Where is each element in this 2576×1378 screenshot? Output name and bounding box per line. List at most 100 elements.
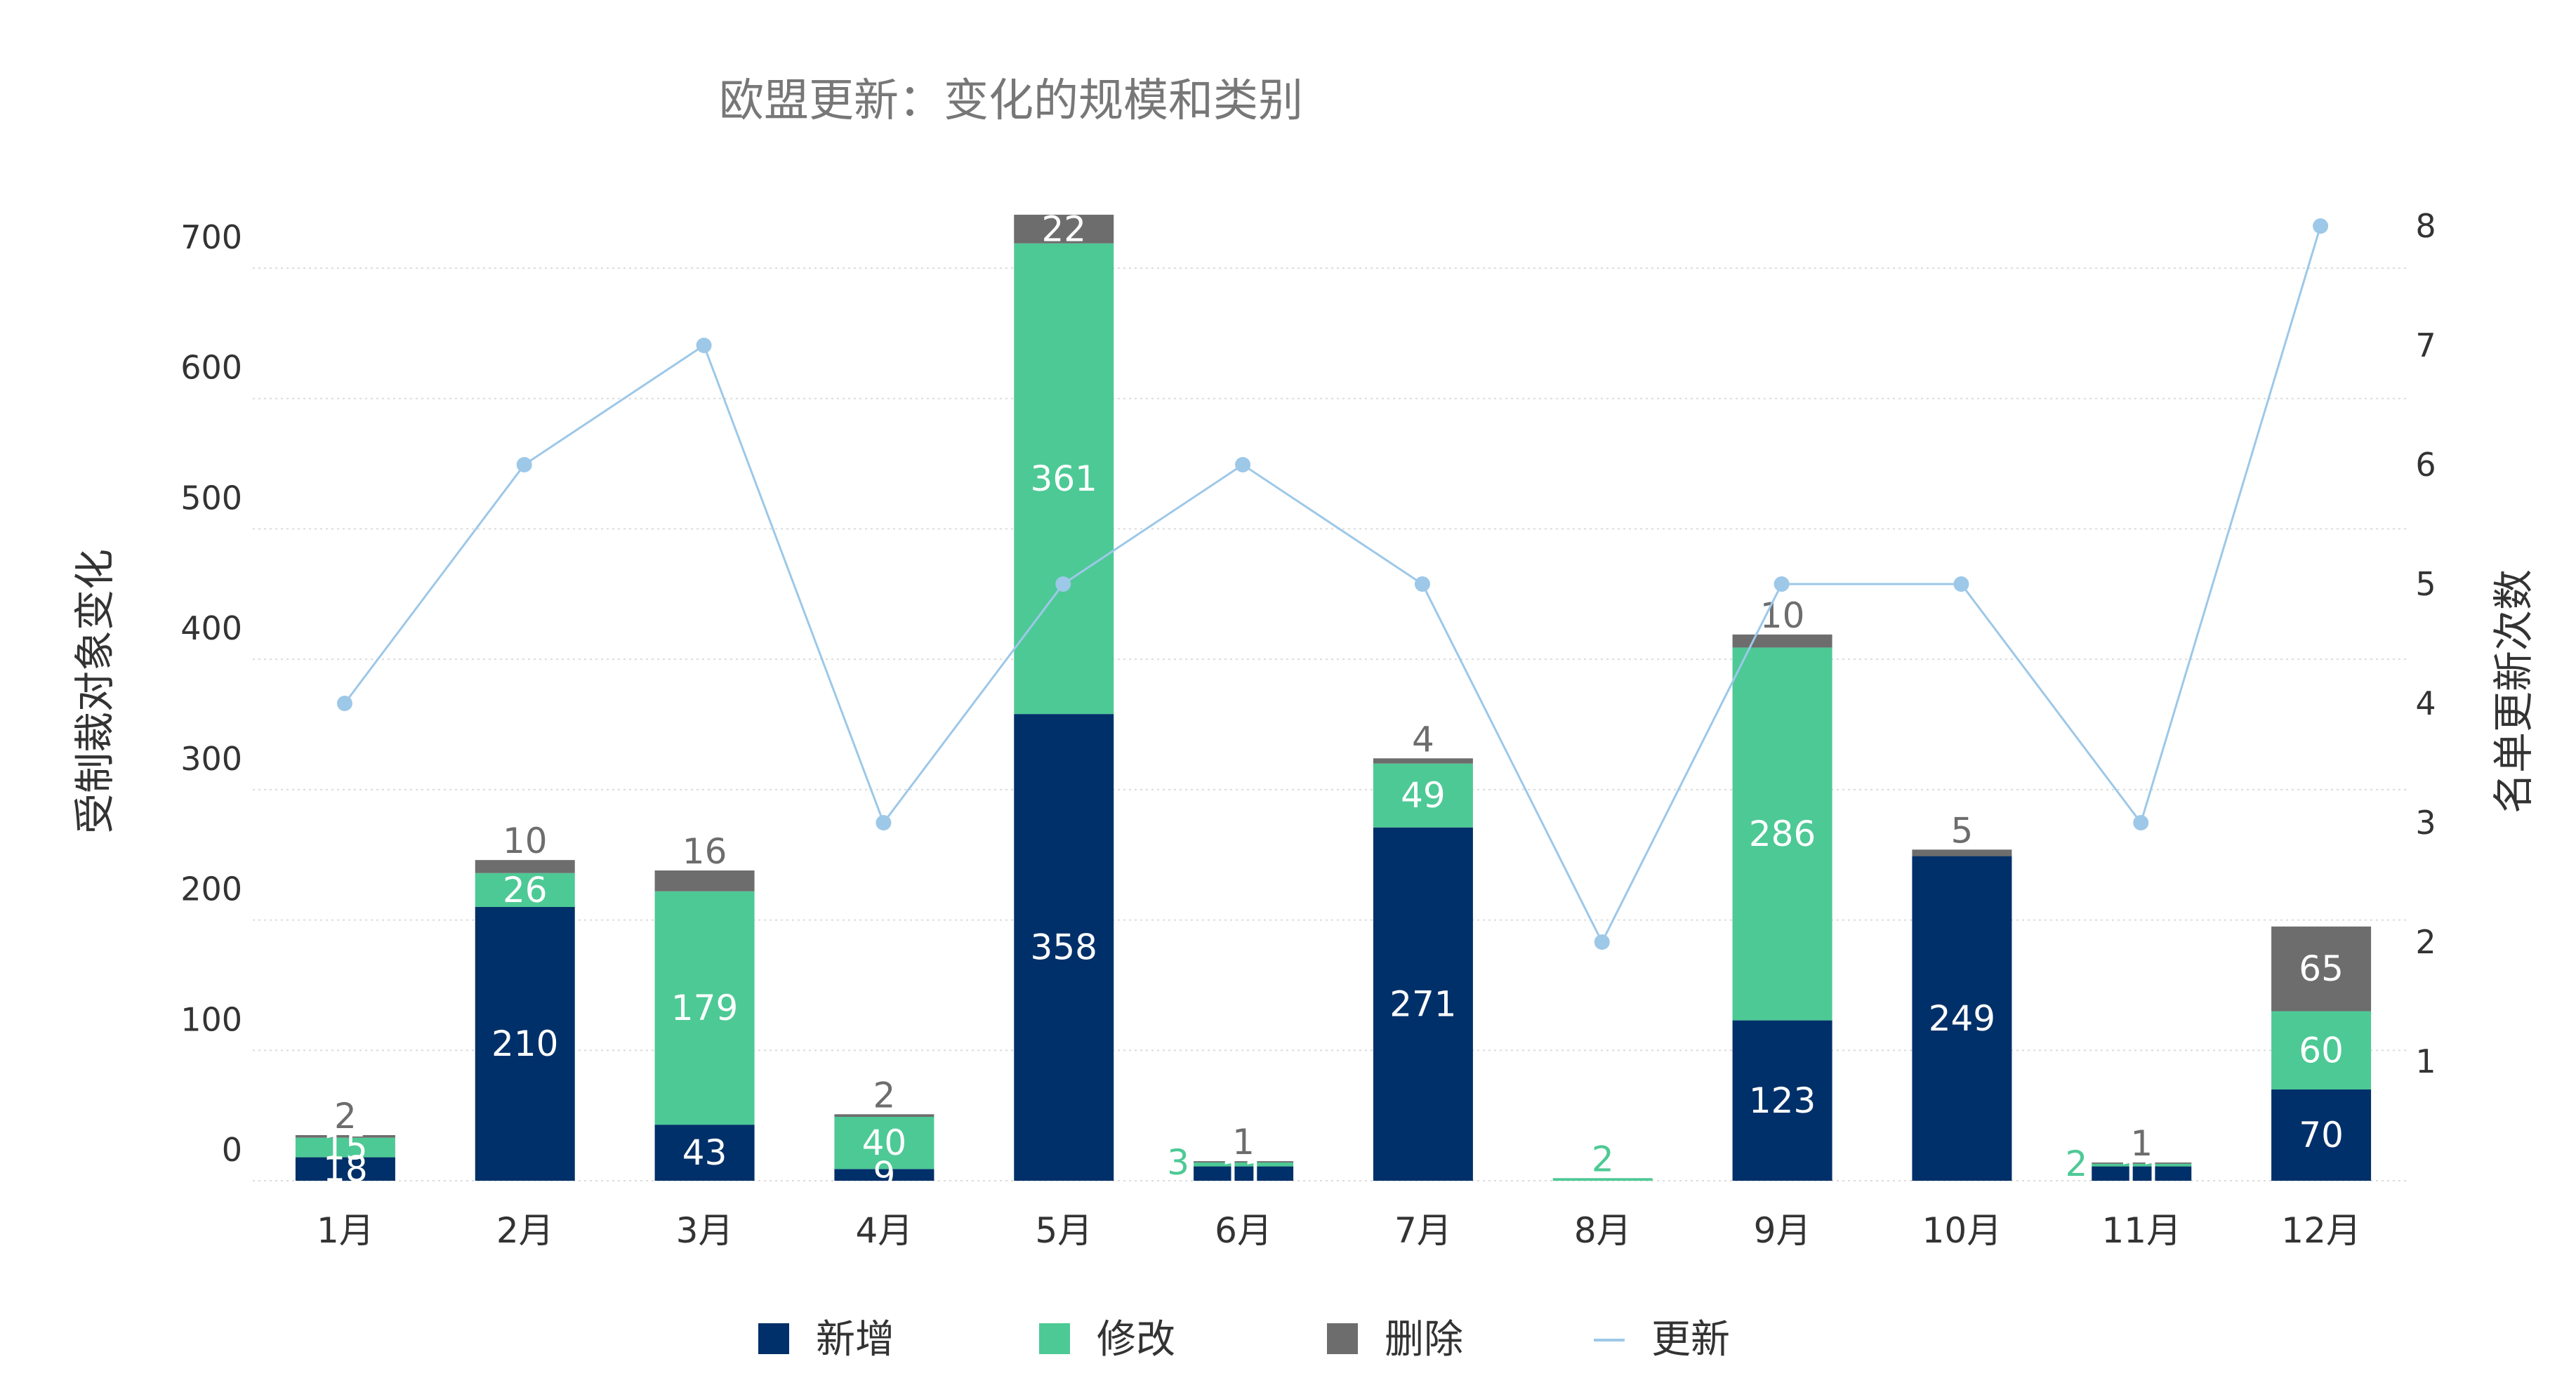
- bar-segment: [1912, 856, 2012, 1181]
- bar-segment: [834, 1117, 934, 1170]
- line-point: [876, 815, 892, 830]
- data-label: 249: [1929, 998, 1995, 1039]
- legend-label: 删除: [1385, 1317, 1463, 1363]
- bar-segment: [475, 873, 575, 907]
- bar-segment: [1373, 758, 1473, 764]
- data-label: 286: [1749, 814, 1816, 854]
- data-label: 26: [503, 870, 548, 910]
- data-label: 15: [323, 1127, 368, 1168]
- x-tick-label: 1月: [317, 1210, 374, 1251]
- line-point: [336, 696, 352, 711]
- x-tick-label: 3月: [676, 1210, 734, 1251]
- left-tick-label: 0: [222, 1131, 242, 1169]
- data-label: 40: [862, 1122, 907, 1163]
- legend: 新增 修改 删除 更新: [758, 1317, 1730, 1363]
- left-tick-label: 400: [180, 609, 242, 647]
- bar-segment: [475, 860, 575, 873]
- data-label: 361: [1031, 458, 1097, 499]
- data-label: 22: [1041, 208, 1086, 249]
- legend-swatch: [1039, 1323, 1070, 1354]
- data-label: 16: [682, 831, 727, 872]
- bar-segment: [1194, 1161, 1294, 1162]
- bar-segment: [1912, 849, 2012, 856]
- bar-segment: [1014, 714, 1114, 1181]
- x-axis-ticks: 1月 2月 3月 4月 5月 6月 7月 8月 9月 10月 11月 12月: [317, 1210, 2361, 1251]
- right-axis-title: 名单更新次数: [2490, 569, 2537, 814]
- bar-segment: [2092, 1163, 2192, 1167]
- data-label: 9: [873, 1155, 896, 1195]
- bar-segment: [654, 1125, 755, 1181]
- bar-segment: [295, 1135, 395, 1138]
- data-label: 3: [1167, 1142, 1189, 1183]
- gridlines: [253, 267, 2408, 1181]
- data-label: 4: [1412, 719, 1434, 760]
- data-label: 2: [1592, 1139, 1614, 1179]
- bar-segment: [2092, 1162, 2192, 1164]
- left-tick-label: 100: [180, 1000, 242, 1038]
- bar-segment: [1373, 763, 1473, 828]
- line-point: [2133, 815, 2149, 830]
- data-label: 358: [1031, 927, 1097, 968]
- left-tick-label: 300: [180, 740, 242, 778]
- x-tick-label: 12月: [2281, 1210, 2361, 1251]
- line-point: [516, 457, 532, 472]
- data-label: 1: [1232, 1122, 1255, 1162]
- data-label: 11: [1221, 1153, 1266, 1194]
- left-tick-label: 200: [180, 870, 242, 908]
- right-axis-ticks: 1 2 3 4 5 6 7 8: [2415, 207, 2436, 1080]
- line-point: [1953, 576, 1969, 592]
- x-tick-label: 2月: [496, 1210, 554, 1251]
- line-point: [1594, 934, 1610, 950]
- right-tick-label: 8: [2415, 207, 2436, 245]
- x-tick-label: 5月: [1035, 1210, 1092, 1251]
- data-label: 11: [2119, 1153, 2164, 1194]
- left-tick-label: 700: [180, 218, 242, 256]
- line-point: [1774, 576, 1790, 592]
- data-label: 123: [1749, 1080, 1816, 1121]
- bar-segment: [295, 1157, 395, 1181]
- x-tick-label: 7月: [1394, 1210, 1452, 1251]
- bar-segment: [654, 870, 755, 892]
- legend-label: 更新: [1651, 1317, 1730, 1363]
- right-tick-label: 4: [2415, 684, 2436, 722]
- data-label: 70: [2299, 1115, 2344, 1155]
- data-label: 60: [2299, 1030, 2344, 1071]
- bar-segment: [1732, 647, 1832, 1021]
- x-tick-label: 4月: [856, 1210, 913, 1251]
- data-label: 43: [682, 1132, 727, 1173]
- left-axis-ticks: 0 100 200 300 400 500 600 700: [180, 218, 242, 1169]
- line-point: [1414, 576, 1430, 592]
- bar-segment: [1014, 243, 1114, 715]
- right-tick-label: 1: [2415, 1042, 2436, 1080]
- data-label: 1: [2130, 1123, 2153, 1164]
- update-line-series: [336, 218, 2329, 950]
- legend-label: 新增: [816, 1317, 894, 1363]
- bar-segment: [1194, 1166, 1294, 1181]
- line-point: [1235, 457, 1251, 472]
- data-label: 5: [1951, 810, 1974, 851]
- right-tick-label: 2: [2415, 923, 2436, 961]
- bar-segment: [2271, 1089, 2372, 1181]
- bar-segment: [1732, 1020, 1832, 1181]
- data-label: 2: [2065, 1144, 2087, 1184]
- data-label: 271: [1389, 983, 1456, 1024]
- bar-segment: [2092, 1166, 2192, 1181]
- line-point: [2313, 218, 2329, 234]
- left-axis-title: 受制裁对象变化: [71, 549, 119, 834]
- bar-segment: [834, 1114, 934, 1117]
- update-line: [343, 225, 2322, 945]
- x-tick-label: 10月: [1922, 1210, 2002, 1251]
- legend-swatch: [1327, 1323, 1358, 1354]
- line-point: [1055, 576, 1071, 592]
- x-tick-label: 6月: [1215, 1210, 1272, 1251]
- data-label: 10: [1760, 595, 1805, 636]
- left-tick-label: 500: [180, 479, 242, 517]
- right-tick-label: 7: [2415, 326, 2436, 364]
- x-tick-label: 11月: [2101, 1210, 2181, 1251]
- bar-segment: [1373, 827, 1473, 1181]
- bar-segment: [2271, 1011, 2372, 1089]
- right-tick-label: 6: [2415, 446, 2436, 484]
- data-label: 49: [1401, 775, 1446, 816]
- bar-segment: [2271, 926, 2372, 1012]
